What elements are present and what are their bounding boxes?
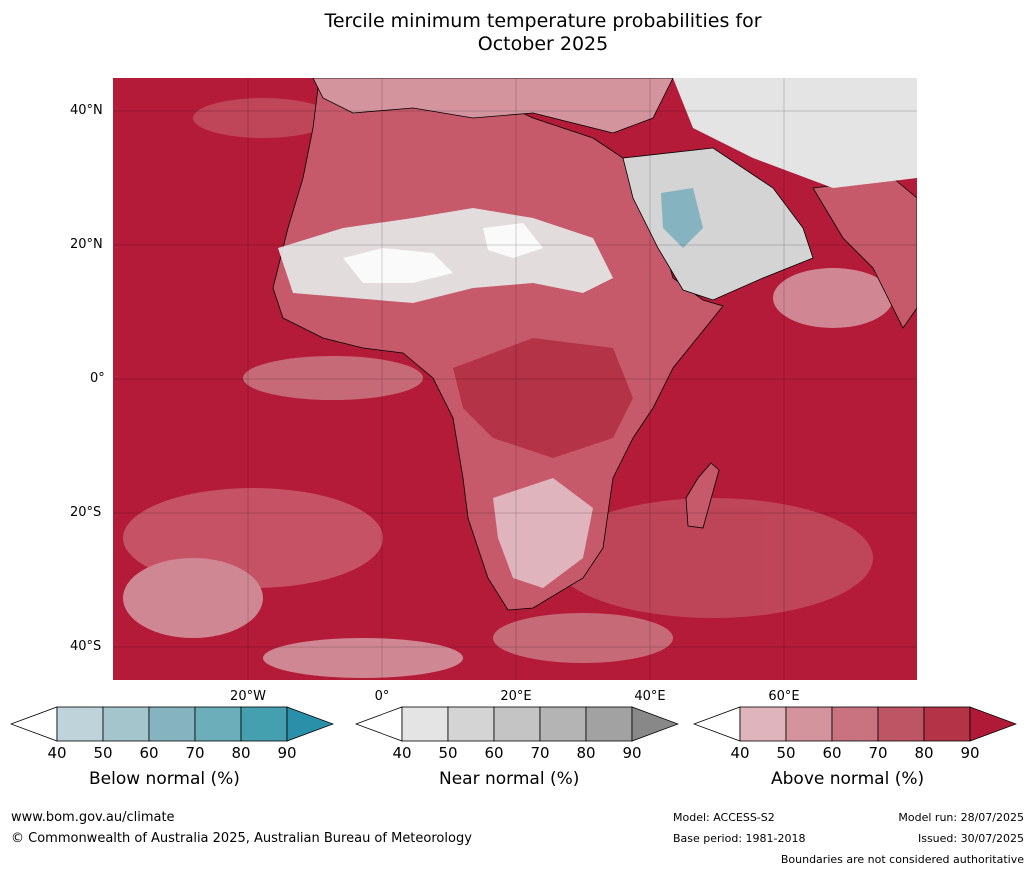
- colorbar-svg: [692, 706, 1018, 742]
- colorbar-right-extension: [631, 706, 680, 742]
- colorbar-segment: [56, 706, 104, 742]
- footer-disclaimer: Boundaries are not considered authoritat…: [780, 853, 1024, 866]
- colorbar-tick-label: 90: [960, 744, 980, 762]
- colorbar-segment: [739, 706, 787, 742]
- colorbar-segment: [148, 706, 196, 742]
- colorbar-svg: [354, 706, 680, 742]
- colorbar-near-normal: [354, 706, 680, 746]
- footer-copyright: © Commonwealth of Australia 2025, Austra…: [11, 831, 472, 846]
- colorbar-segment: [493, 706, 541, 742]
- colorbar-segment: [539, 706, 587, 742]
- title-line-2: October 2025: [477, 33, 609, 55]
- legend-label-near: Near normal (%): [439, 769, 580, 789]
- sahara-patches: [343, 223, 543, 283]
- colorbar-tick-label: 70: [530, 744, 550, 762]
- footer-model-run: Model run: 28/07/2025: [898, 811, 1024, 824]
- colorbar-segment: [831, 706, 879, 742]
- colorbar-tick-label: 80: [576, 744, 596, 762]
- probability-map: [113, 78, 917, 680]
- colorbar-tick-label: 60: [822, 744, 842, 762]
- colorbar-left-extension: [9, 706, 58, 742]
- madagascar: [685, 462, 720, 529]
- lat-label-20s: 20°S: [70, 505, 102, 520]
- colorbar-segment: [401, 706, 449, 742]
- central-africa-red: [453, 338, 633, 458]
- central-asia-pale: [673, 78, 917, 188]
- colorbar-tick-label: 50: [93, 744, 113, 762]
- colorbar-tick-label: 60: [139, 744, 159, 762]
- lat-label-0: 0°: [90, 371, 105, 386]
- lon-label-20e: 20°E: [500, 689, 532, 704]
- colorbar-tick-label: 80: [914, 744, 934, 762]
- footer-issued: Issued: 30/07/2025: [917, 832, 1024, 845]
- colorbar-right-extension: [286, 706, 335, 742]
- colorbar-tick-label: 90: [622, 744, 642, 762]
- footer-base-period: Base period: 1981-2018: [673, 832, 806, 845]
- colorbar-above-normal: [692, 706, 1018, 746]
- colorbar-tick-label: 70: [868, 744, 888, 762]
- colorbar-tick-label: 90: [277, 744, 297, 762]
- arabian-peninsula: [622, 147, 814, 301]
- colorbar-tick-label: 40: [730, 744, 750, 762]
- gridlines: [113, 78, 917, 680]
- colorbar-segment: [585, 706, 633, 742]
- colorbar-tick-label: 50: [438, 744, 458, 762]
- arabia-below-normal-patch: [661, 188, 703, 248]
- colorbar-left-extension: [692, 706, 741, 742]
- footer-url: www.bom.gov.au/climate: [11, 810, 175, 825]
- map-svg: [113, 78, 917, 680]
- colorbar-segment: [877, 706, 925, 742]
- colorbar-tick-label: 70: [185, 744, 205, 762]
- india-landmass: [812, 177, 917, 329]
- colorbar-tick-label: 50: [776, 744, 796, 762]
- colorbar-left-extension: [354, 706, 403, 742]
- colorbar-svg: [9, 706, 335, 742]
- colorbar-segment: [194, 706, 242, 742]
- southern-africa-pale: [493, 478, 593, 588]
- colorbar-segment: [923, 706, 971, 742]
- chart-title: Tercile minimum temperature probabilitie…: [0, 10, 1035, 56]
- lon-label-60e: 60°E: [768, 689, 800, 704]
- lon-label-0: 0°: [374, 689, 390, 704]
- colorbar-segment: [102, 706, 150, 742]
- colorbar-tick-label: 80: [231, 744, 251, 762]
- legend-label-above: Above normal (%): [771, 769, 925, 789]
- title-line-1: Tercile minimum temperature probabilitie…: [324, 10, 762, 32]
- colorbar-below-normal: [9, 706, 335, 746]
- lon-label-40e: 40°E: [634, 689, 666, 704]
- colorbar-segment: [447, 706, 495, 742]
- footer-model: Model: ACCESS-S2: [673, 811, 775, 824]
- ocean-anomaly-patches: [123, 98, 893, 678]
- colorbar-tick-label: 40: [392, 744, 412, 762]
- lat-label-40s: 40°S: [70, 639, 102, 654]
- lat-label-40n: 40°N: [70, 103, 103, 118]
- lat-label-20n: 20°N: [70, 237, 103, 252]
- colorbar-tick-label: 60: [484, 744, 504, 762]
- europe-landmass: [312, 78, 674, 134]
- lon-label-20w: 20°W: [230, 689, 266, 704]
- colorbar-segment: [240, 706, 288, 742]
- colorbar-segment: [785, 706, 833, 742]
- colorbar-right-extension: [969, 706, 1018, 742]
- legend-label-below: Below normal (%): [89, 769, 240, 789]
- colorbar-tick-label: 40: [47, 744, 67, 762]
